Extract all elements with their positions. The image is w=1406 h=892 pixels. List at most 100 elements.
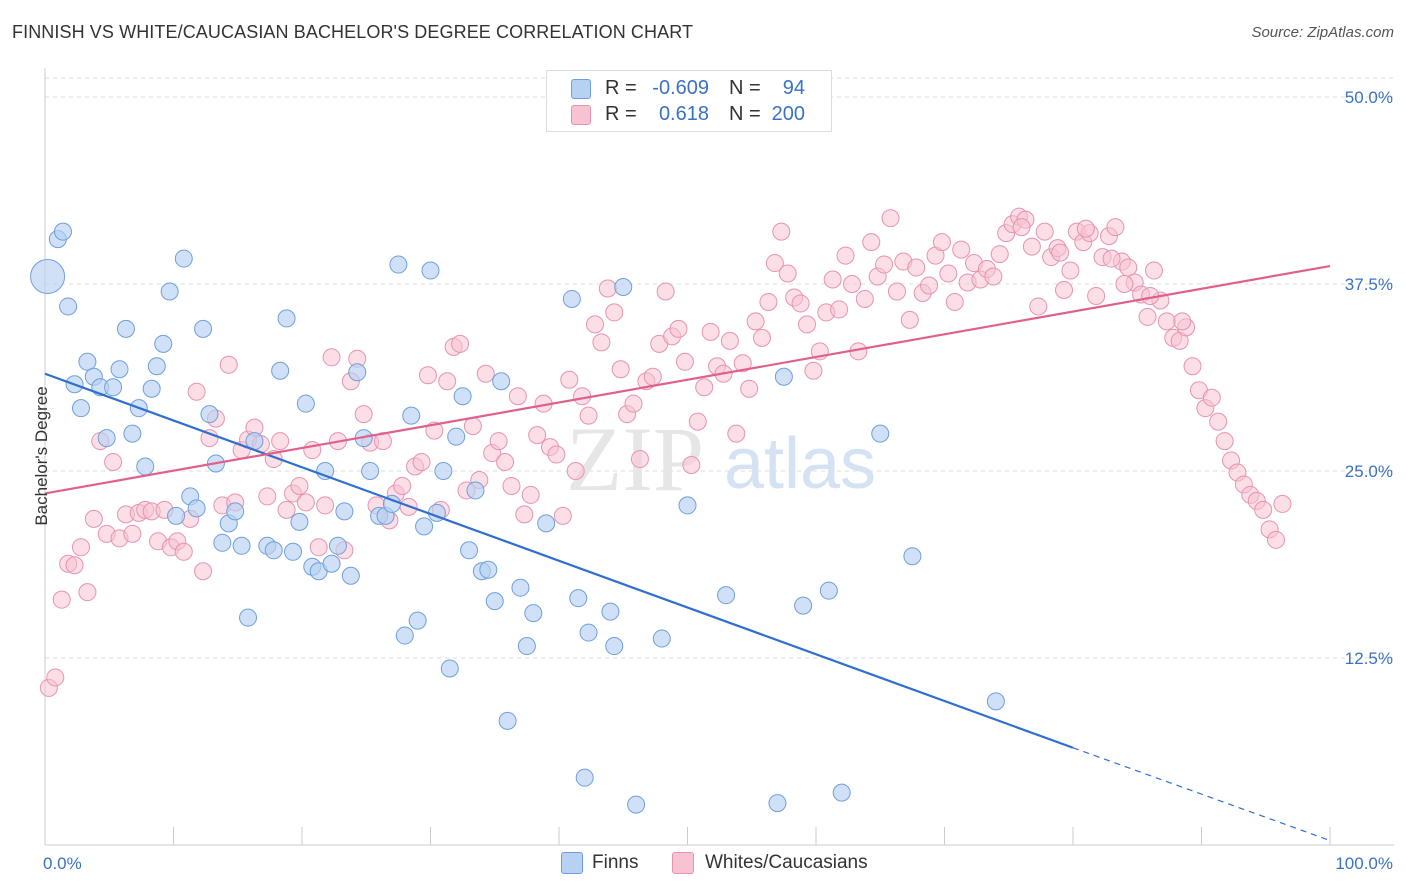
data-point-finns — [213, 533, 232, 552]
data-point-finns — [361, 462, 380, 480]
data-point-whites — [753, 328, 772, 347]
data-point-finns — [290, 512, 309, 531]
legend-swatch-whites — [571, 105, 591, 125]
data-point-whites — [984, 267, 1003, 286]
data-point-whites — [515, 505, 534, 524]
data-point-whites — [624, 394, 643, 413]
data-point-finns — [453, 387, 472, 406]
data-point-whites — [592, 333, 611, 352]
data-point-whites — [830, 300, 849, 319]
data-point-finns — [97, 429, 116, 448]
data-point-whites — [271, 432, 290, 451]
data-point-whites — [123, 524, 142, 543]
data-point-finns — [794, 596, 813, 615]
data-point-whites — [887, 282, 906, 301]
data-point-finns — [142, 379, 161, 398]
data-point-finns — [174, 249, 193, 268]
data-point-whites — [1087, 286, 1106, 305]
data-point-finns — [605, 637, 624, 656]
data-point-whites — [502, 476, 521, 495]
data-point-finns — [232, 536, 251, 555]
data-point-finns — [136, 457, 155, 476]
data-point-whites — [296, 493, 315, 512]
data-point-finns — [498, 711, 517, 730]
data-point-whites — [258, 487, 277, 506]
data-point-whites — [553, 506, 572, 525]
x-tick-label: 100.0% — [1335, 854, 1393, 873]
data-point-finns — [271, 361, 290, 380]
data-point-finns — [328, 536, 347, 555]
data-point-finns — [485, 592, 504, 611]
legend-r-label: R = — [605, 77, 637, 99]
data-point-whites — [309, 538, 328, 557]
data-point-finns — [167, 506, 186, 525]
legend-box: R = -0.609 N = 94 R = 0.618 N = 200 — [546, 70, 832, 132]
data-point-whites — [1012, 218, 1031, 237]
data-point-finns — [78, 352, 97, 371]
data-point-whites — [920, 276, 939, 295]
data-point-whites — [1115, 275, 1134, 293]
data-point-whites — [219, 355, 238, 374]
data-point-finns — [389, 255, 408, 274]
data-point-finns — [296, 394, 315, 413]
data-point-whites — [611, 360, 630, 379]
y-tick-label: 50.0% — [1345, 88, 1393, 107]
data-point-whites — [560, 370, 579, 389]
data-point-finns — [652, 629, 671, 648]
data-point-whites — [598, 279, 617, 298]
data-point-whites — [566, 462, 585, 480]
data-point-whites — [46, 668, 65, 687]
chart-title: FINNISH VS WHITE/CAUCASIAN BACHELOR'S DE… — [12, 22, 694, 42]
y-axis-label: Bachelor's Degree — [32, 386, 51, 526]
legend-row-finns: R = -0.609 N = 94 — [547, 75, 831, 101]
data-point-whites — [451, 334, 470, 353]
data-point-finns — [264, 541, 283, 560]
data-point-finns — [226, 502, 245, 521]
data-point-whites — [463, 417, 482, 436]
data-point-whites — [1267, 530, 1286, 549]
trend-lines — [44, 264, 1331, 842]
data-point-whites — [393, 476, 412, 495]
watermark: ZIP atlas — [566, 408, 876, 510]
legend-bottom-swatch-finns — [561, 852, 583, 874]
data-point-whites — [907, 258, 926, 277]
tick-labels: 12.5% 25.0% 37.5% 50.0% 0.0% 100.0% — [43, 88, 1393, 873]
legend-n-value: 200 — [771, 103, 805, 125]
data-point-finns — [395, 626, 414, 645]
data-point-finns — [104, 378, 123, 397]
data-point-finns — [460, 541, 479, 560]
data-point-whites — [643, 367, 662, 386]
data-point-whites — [277, 500, 296, 519]
data-point-finns — [569, 589, 588, 608]
data-point-whites — [1119, 258, 1138, 277]
data-point-whites — [759, 292, 778, 311]
data-point-whites — [733, 354, 752, 373]
data-point-finns — [200, 405, 219, 424]
data-point-whites — [727, 424, 746, 443]
data-point-whites — [528, 426, 547, 445]
data-point-whites — [720, 331, 739, 350]
legend-swatch-finns — [571, 79, 591, 99]
data-point-whites — [900, 310, 919, 329]
data-point-whites — [489, 432, 508, 451]
data-point-whites — [547, 445, 566, 464]
trend-line-finns — [44, 372, 1074, 749]
data-point-whites — [695, 378, 714, 397]
data-point-whites — [1157, 312, 1176, 331]
data-point-whites — [579, 406, 598, 425]
data-point-whites — [585, 315, 604, 334]
data-point-whites — [290, 476, 309, 495]
data-point-whites — [1202, 388, 1221, 407]
data-point-finns — [614, 277, 633, 296]
data-point-whites — [740, 379, 759, 398]
data-point-whites — [630, 450, 649, 469]
data-point-finns — [71, 399, 90, 418]
data-point-finns — [903, 547, 922, 566]
legend-row-whites: R = 0.618 N = 200 — [547, 101, 831, 127]
data-point-whites — [1254, 500, 1273, 519]
legend-bottom: Finns Whites/Caucasians — [0, 850, 1406, 878]
x-tick-label: 0.0% — [43, 854, 82, 873]
data-point-whites — [508, 387, 527, 406]
data-point-finns — [832, 783, 851, 802]
